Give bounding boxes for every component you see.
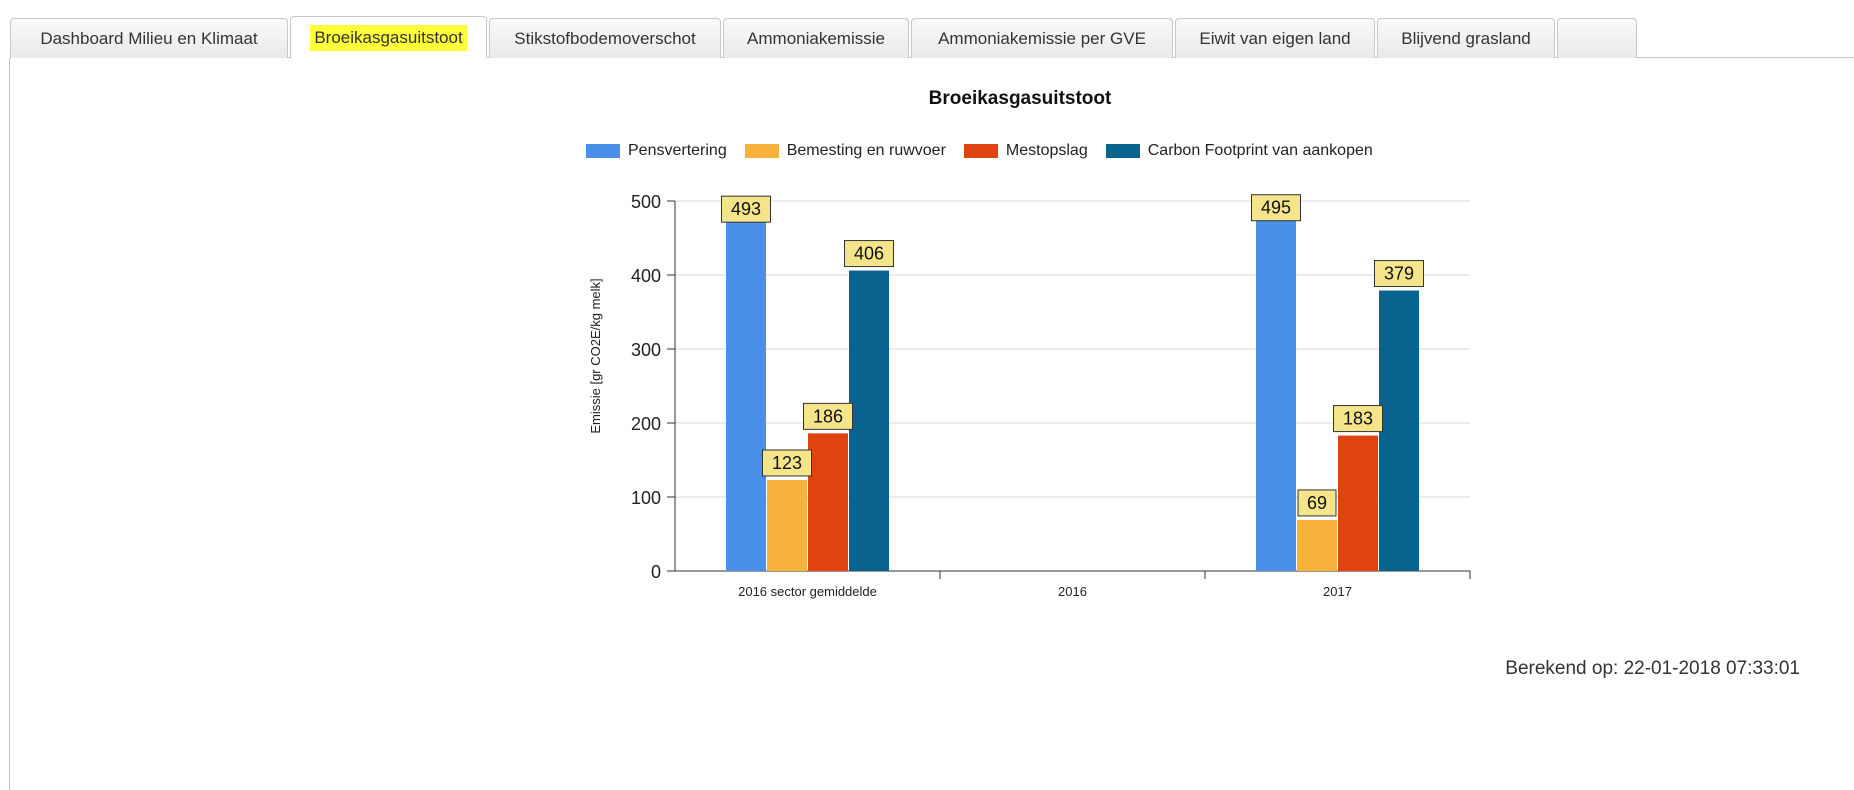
data-label-box (1333, 405, 1383, 433)
tab-eiwit-van-eigen-land[interactable]: Eiwit van eigen land (1175, 18, 1375, 58)
legend-label: Pensvertering (628, 142, 727, 159)
y-tick-label: 500 (631, 192, 661, 212)
y-axis-label: Emissie [gr CO2E/kg melk] (588, 278, 603, 433)
data-label-box (1297, 489, 1337, 517)
bar-mestopslag (1338, 435, 1378, 571)
y-tick-label: 400 (631, 266, 661, 286)
data-label-box (1374, 260, 1424, 288)
tab-label: Stikstofbodemoverschot (514, 28, 696, 48)
legend-item-carbon-footprint[interactable]: Carbon Footprint van aankopen (1105, 142, 1373, 160)
legend-label: Mestopslag (1005, 142, 1088, 159)
tab-label: Ammoniakemissie per GVE (938, 28, 1146, 48)
chart-legend: Pensvertering Bemesting en ruwvoer Mesto… (586, 139, 1391, 163)
tab-label: Blijvend grasland (1401, 28, 1531, 48)
bar-bemesting-en-ruwvoer (1297, 519, 1337, 571)
tab-ammoniakemissie-per-gve[interactable]: Ammoniakemissie per GVE (911, 18, 1173, 58)
legend-item-mestopslag[interactable]: Mestopslag (963, 142, 1088, 160)
tab-label: Dashboard Milieu en Klimaat (40, 28, 258, 48)
bar-mestopslag (808, 433, 848, 571)
x-tick-label: 2016 (1058, 584, 1087, 599)
bar-bemesting-en-ruwvoer (767, 479, 807, 571)
legend-swatch (963, 144, 998, 158)
y-tick-label: 100 (631, 488, 661, 508)
tab-bar: Dashboard Milieu en Klimaat Broeikasgasu… (10, 16, 1639, 58)
data-label: 495 (1261, 198, 1291, 218)
data-label-box (1251, 194, 1301, 222)
calculated-timestamp: Berekend op: 22-01-2018 07:33:01 (1505, 658, 1800, 679)
legend-label: Carbon Footprint van aankopen (1147, 142, 1373, 159)
data-label-box (721, 195, 771, 223)
y-tick-label: 200 (631, 414, 661, 434)
data-label-box (844, 240, 894, 268)
data-label-box (803, 402, 853, 430)
data-label: 69 (1307, 493, 1327, 513)
bar-pensvertering (1256, 204, 1296, 571)
x-tick-label: 2017 (1323, 584, 1352, 599)
tab-partial[interactable] (1557, 18, 1637, 58)
bar-carbon-footprint-van-aankopen (849, 270, 889, 571)
legend-swatch (586, 144, 620, 158)
data-label: 123 (772, 453, 802, 473)
panel-left-border (9, 58, 10, 790)
tab-label-highlighted: Broeikasgasuitstoot (310, 24, 467, 51)
legend-item-bemesting-en-ruwvoer[interactable]: Bemesting en ruwvoer (744, 142, 946, 160)
tab-blijvend-grasland[interactable]: Blijvend grasland (1377, 18, 1555, 58)
data-label: 493 (731, 199, 761, 219)
data-label-box (762, 449, 812, 477)
y-tick-label: 300 (631, 340, 661, 360)
data-label: 186 (813, 406, 843, 426)
tab-label: Eiwit van eigen land (1199, 28, 1351, 48)
tab-label: Ammoniakemissie (747, 28, 885, 48)
tab-broeikasgasuitstoot[interactable]: Broeikasgasuitstoot (290, 16, 487, 58)
data-label: 406 (854, 244, 884, 264)
legend-swatch (744, 144, 779, 158)
chart-title: Broeikasgasuitstoot (928, 88, 1112, 109)
legend-swatch (1105, 144, 1140, 158)
legend-label: Bemesting en ruwvoer (786, 142, 946, 159)
tab-stikstofbodemoverschot[interactable]: Stikstofbodemoverschot (489, 18, 721, 58)
tab-ammoniakemissie[interactable]: Ammoniakemissie (723, 18, 909, 58)
y-tick-label: 0 (651, 562, 661, 582)
tab-dashboard-milieu-en-klimaat[interactable]: Dashboard Milieu en Klimaat (10, 18, 288, 58)
bar-carbon-footprint-van-aankopen (1379, 290, 1419, 571)
bar-pensvertering (726, 206, 766, 571)
data-label: 183 (1343, 409, 1373, 429)
legend-item-pensvertering[interactable]: Pensvertering (586, 142, 727, 160)
x-tick-label: 2016 sector gemiddelde (738, 584, 877, 599)
data-label: 379 (1384, 264, 1414, 284)
